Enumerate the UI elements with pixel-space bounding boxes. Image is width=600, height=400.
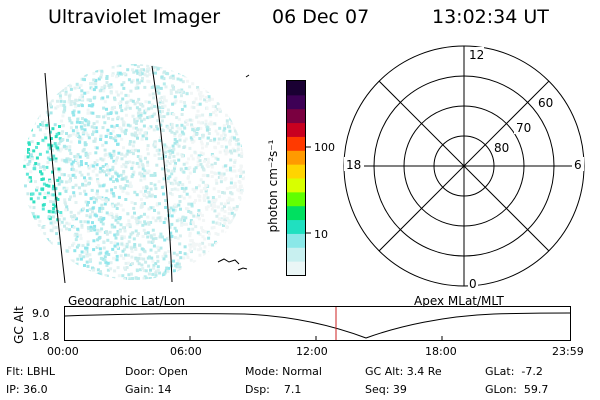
colorbar-band: [287, 178, 305, 193]
colorbar-tick-100: 100: [314, 141, 335, 154]
colorbar-ticks: [306, 146, 311, 234]
status-gc-alt: GC Alt: 3.4 Re: [365, 365, 442, 378]
timeline-axis-label: GC Alt: [12, 306, 26, 344]
status-dsp: Dsp: 7.1: [245, 383, 302, 396]
polar-label-top: 12: [469, 48, 484, 62]
status-glat: GLat: -7.2: [485, 365, 543, 378]
status-gain: Gain: 14: [125, 383, 172, 396]
coastline-fragment: [217, 74, 250, 271]
status-glon: GLon: 59.7: [485, 383, 549, 396]
colorbar-band: [287, 94, 305, 110]
timeline-xtick-0: 00:00: [47, 345, 79, 358]
status-seq: Seq: 39: [365, 383, 407, 396]
timeline-xtick-1: 06:00: [170, 345, 202, 358]
timeline-plot: [64, 306, 571, 341]
status-door: Door: Open: [125, 365, 188, 378]
colorbar-band: [287, 136, 305, 151]
colorbar-band: [287, 191, 305, 207]
status-mode: Mode: Normal: [245, 365, 322, 378]
polar-plot: 12 18 6 0 60 70 80: [343, 45, 585, 291]
timeline-ytick-bottom: 1.8: [32, 330, 50, 343]
colorbar-band: [287, 150, 305, 165]
colorbar-band: [287, 233, 305, 248]
polar-label-left: 18: [346, 158, 361, 172]
colorbar-band: [287, 247, 305, 262]
colorbar-band: [287, 108, 305, 124]
time-label: 13:02:34 UT: [432, 6, 549, 28]
instrument-title: Ultraviolet Imager: [48, 6, 221, 28]
polar-ring-70: 70: [516, 121, 531, 135]
meridian-left: [44, 72, 66, 284]
polar-ring-60: 60: [538, 96, 553, 110]
colorbar-band: [287, 205, 305, 221]
colorbar-band: [287, 261, 305, 276]
colorbar-tick-10: 10: [314, 228, 328, 241]
altitude-curve: [64, 312, 571, 339]
polar-label-right: 6: [574, 158, 582, 172]
status-ip: IP: 36.0: [6, 383, 48, 396]
header: Ultraviolet Imager 06 Dec 07 13:02:34 UT: [0, 6, 600, 30]
earth-disk-image: [23, 64, 250, 284]
colorbar-band: [287, 122, 305, 137]
timeline-right-title: Apex MLat/MLT: [414, 294, 504, 308]
timeline-left-title: Geographic Lat/Lon: [68, 294, 186, 308]
timeline-xtick-3: 18:00: [425, 345, 457, 358]
timeline-xtick-2: 12:00: [296, 345, 328, 358]
polar-label-bottom: 0: [469, 277, 477, 291]
timeline-ytick-top: 9.0: [32, 307, 50, 320]
colorbar: [286, 80, 306, 276]
colorbar-unit-label: photon cm⁻²s⁻¹: [266, 139, 280, 233]
colorbar-band: [287, 219, 305, 234]
timeline-xtick-4: 23:59: [552, 345, 584, 358]
colorbar-band: [287, 81, 305, 96]
polar-ring-80: 80: [494, 141, 509, 155]
meridian-right: [151, 65, 173, 283]
date-label: 06 Dec 07: [272, 6, 370, 28]
status-flt: Flt: LBHL: [6, 365, 55, 378]
colorbar-band: [287, 164, 305, 179]
